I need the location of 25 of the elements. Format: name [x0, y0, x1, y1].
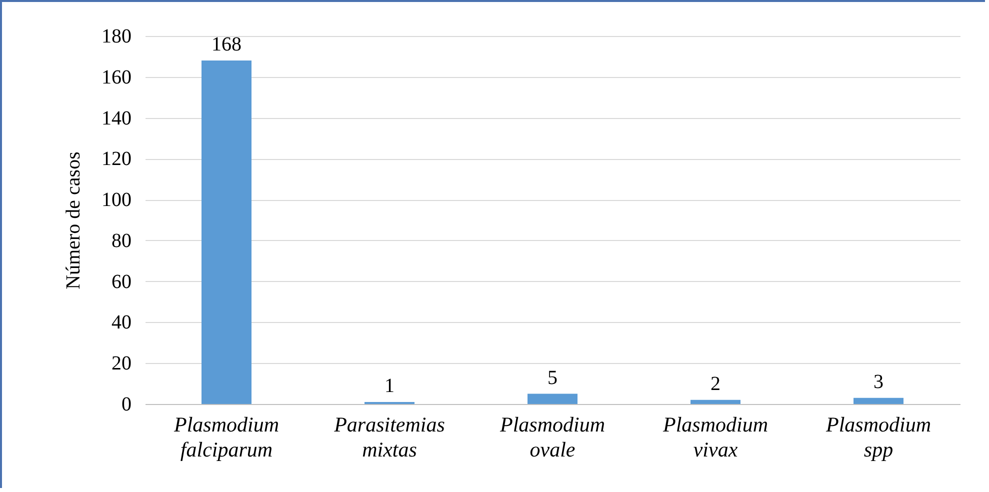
- x-tick-label: Plasmodium falciparum: [173, 412, 279, 462]
- y-tick-label: 0: [122, 394, 132, 416]
- data-label: 1: [384, 374, 394, 397]
- x-tick-label: Plasmodium spp: [825, 412, 931, 462]
- data-label: 5: [548, 366, 558, 389]
- y-tick-label: 40: [112, 312, 132, 334]
- x-tick-label: Plasmodium vivax: [662, 412, 768, 462]
- bar: [854, 398, 904, 404]
- y-tick-label: 60: [112, 270, 132, 293]
- bar: [202, 60, 252, 404]
- y-tick-label: 100: [102, 189, 132, 212]
- data-label: 3: [874, 370, 884, 393]
- y-tick-label: 80: [112, 230, 132, 252]
- y-tick-label: 120: [102, 148, 132, 170]
- y-tick-label: 180: [102, 26, 132, 48]
- y-tick-label: 20: [112, 352, 132, 375]
- x-tick-label: Plasmodium ovale: [499, 412, 605, 462]
- data-label: 168: [212, 34, 242, 56]
- y-axis-title: Número de casos: [62, 151, 84, 290]
- data-label: 2: [710, 372, 720, 395]
- x-tick-label: Parasitemias mixtas: [333, 412, 445, 462]
- bar: [690, 400, 740, 404]
- y-tick-label: 160: [102, 66, 132, 88]
- bar: [528, 394, 578, 404]
- y-tick-label: 140: [102, 107, 132, 130]
